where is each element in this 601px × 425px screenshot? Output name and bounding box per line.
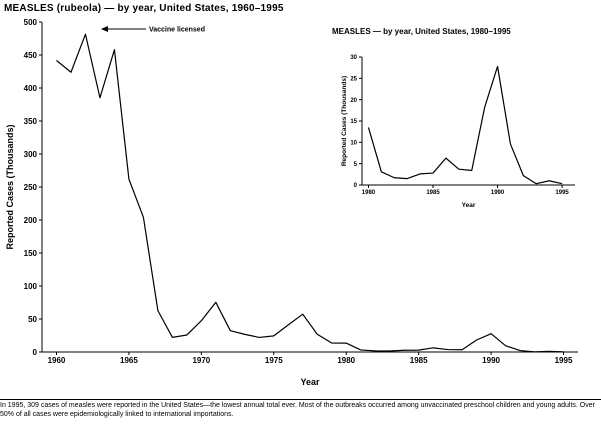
svg-text:1975: 1975 xyxy=(265,356,283,365)
svg-text:1990: 1990 xyxy=(491,190,505,196)
svg-text:Reported Cases (Thousands): Reported Cases (Thousands) xyxy=(341,76,348,166)
svg-text:1970: 1970 xyxy=(192,356,210,365)
svg-text:25: 25 xyxy=(350,76,357,82)
svg-text:30: 30 xyxy=(350,55,357,61)
svg-text:20: 20 xyxy=(350,98,357,104)
svg-text:Year: Year xyxy=(300,377,320,387)
svg-text:10: 10 xyxy=(350,140,357,146)
inset-chart-title: MEASLES — by year, United States, 1980–1… xyxy=(332,27,511,36)
svg-text:1990: 1990 xyxy=(482,356,500,365)
svg-text:1965: 1965 xyxy=(120,356,138,365)
main-chart-title: MEASLES (rubeola) — by year, United Stat… xyxy=(4,3,284,14)
svg-text:1995: 1995 xyxy=(555,356,573,365)
svg-text:Reported Cases (Thousands): Reported Cases (Thousands) xyxy=(5,124,15,249)
svg-text:1980: 1980 xyxy=(362,190,376,196)
svg-text:150: 150 xyxy=(24,249,38,258)
svg-text:300: 300 xyxy=(24,150,38,159)
svg-text:250: 250 xyxy=(24,183,38,192)
svg-text:1995: 1995 xyxy=(555,190,569,196)
svg-text:1960: 1960 xyxy=(48,356,66,365)
svg-text:5: 5 xyxy=(354,162,358,168)
svg-text:400: 400 xyxy=(24,84,38,93)
svg-text:0: 0 xyxy=(33,348,38,357)
svg-text:1980: 1980 xyxy=(337,356,355,365)
footnote: In 1995, 309 cases of measles were repor… xyxy=(0,399,601,419)
svg-text:450: 450 xyxy=(24,51,38,60)
svg-text:15: 15 xyxy=(350,119,357,125)
svg-text:100: 100 xyxy=(24,282,38,291)
svg-text:1985: 1985 xyxy=(426,190,440,196)
svg-text:500: 500 xyxy=(24,18,38,27)
svg-text:0: 0 xyxy=(354,183,358,189)
svg-text:200: 200 xyxy=(24,216,38,225)
svg-text:Vaccine licensed: Vaccine licensed xyxy=(149,27,205,34)
svg-text:1985: 1985 xyxy=(410,356,428,365)
svg-text:350: 350 xyxy=(24,117,38,126)
svg-text:Year: Year xyxy=(462,202,476,209)
svg-text:50: 50 xyxy=(28,315,37,324)
